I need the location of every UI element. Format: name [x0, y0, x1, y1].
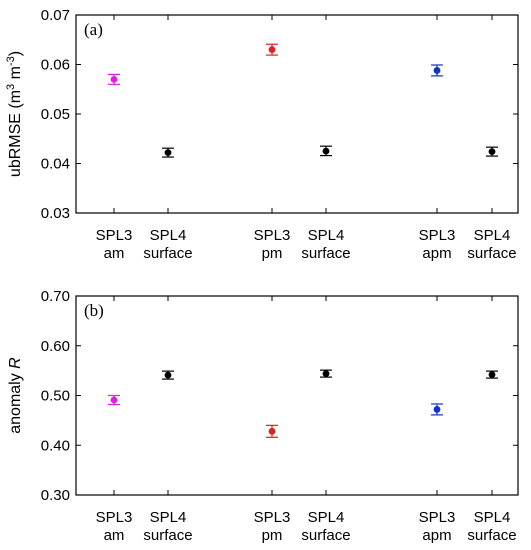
- y-axis-label: ubRMSE (m3 m-3): [5, 51, 24, 177]
- y-tick-label: 0.03: [41, 205, 70, 222]
- plot-frame: [75, 14, 519, 214]
- x-category-label: SPL3: [254, 227, 291, 244]
- x-category-sublabel: apm: [422, 527, 451, 544]
- x-category-sublabel: surface: [467, 245, 516, 262]
- data-point: [433, 67, 441, 74]
- x-category-label: SPL4: [150, 227, 187, 244]
- x-category-sublabel: am: [104, 245, 125, 262]
- x-category-sublabel: apm: [422, 245, 451, 262]
- x-category-sublabel: surface: [301, 245, 350, 262]
- x-category-label: SPL4: [308, 509, 345, 526]
- data-point: [110, 75, 118, 83]
- x-category-label: SPL3: [419, 227, 456, 244]
- x-category-label: SPL3: [419, 509, 456, 526]
- x-category-sublabel: am: [104, 527, 125, 544]
- x-category-label: SPL4: [150, 509, 187, 526]
- data-point: [488, 371, 496, 379]
- data-point: [488, 148, 496, 156]
- x-category-sublabel: surface: [467, 527, 516, 544]
- data-point: [164, 149, 172, 157]
- data-point: [110, 396, 118, 404]
- x-category-sublabel: surface: [143, 245, 192, 262]
- y-tick-label: 0.07: [41, 7, 70, 24]
- y-tick-label: 0.50: [41, 388, 70, 405]
- x-category-sublabel: pm: [262, 527, 283, 544]
- y-tick-label: 0.60: [41, 338, 70, 355]
- y-tick-label: 0.70: [41, 288, 70, 305]
- y-axis-label: anomaly R: [7, 357, 24, 434]
- x-category-sublabel: surface: [301, 527, 350, 544]
- x-category-label: SPL4: [474, 227, 511, 244]
- x-category-label: SPL4: [474, 509, 511, 526]
- x-category-sublabel: surface: [143, 527, 192, 544]
- x-category-label: SPL4: [308, 227, 345, 244]
- y-tick-label: 0.06: [41, 57, 70, 74]
- y-tick-label: 0.30: [41, 487, 70, 504]
- y-tick-label: 0.40: [41, 437, 70, 454]
- panel-label: (a): [84, 20, 103, 39]
- panel-label: (b): [84, 301, 104, 320]
- x-category-sublabel: pm: [262, 245, 283, 262]
- y-tick-label: 0.05: [41, 106, 70, 123]
- x-category-label: SPL3: [96, 227, 133, 244]
- x-category-label: SPL3: [96, 509, 133, 526]
- data-point: [322, 370, 330, 378]
- data-point: [433, 406, 441, 413]
- data-point: [268, 46, 276, 54]
- x-category-label: SPL3: [254, 509, 291, 526]
- plot-frame: [75, 295, 519, 496]
- data-point: [322, 147, 330, 155]
- y-tick-label: 0.04: [41, 156, 70, 173]
- data-point: [268, 427, 276, 435]
- data-point: [164, 371, 172, 379]
